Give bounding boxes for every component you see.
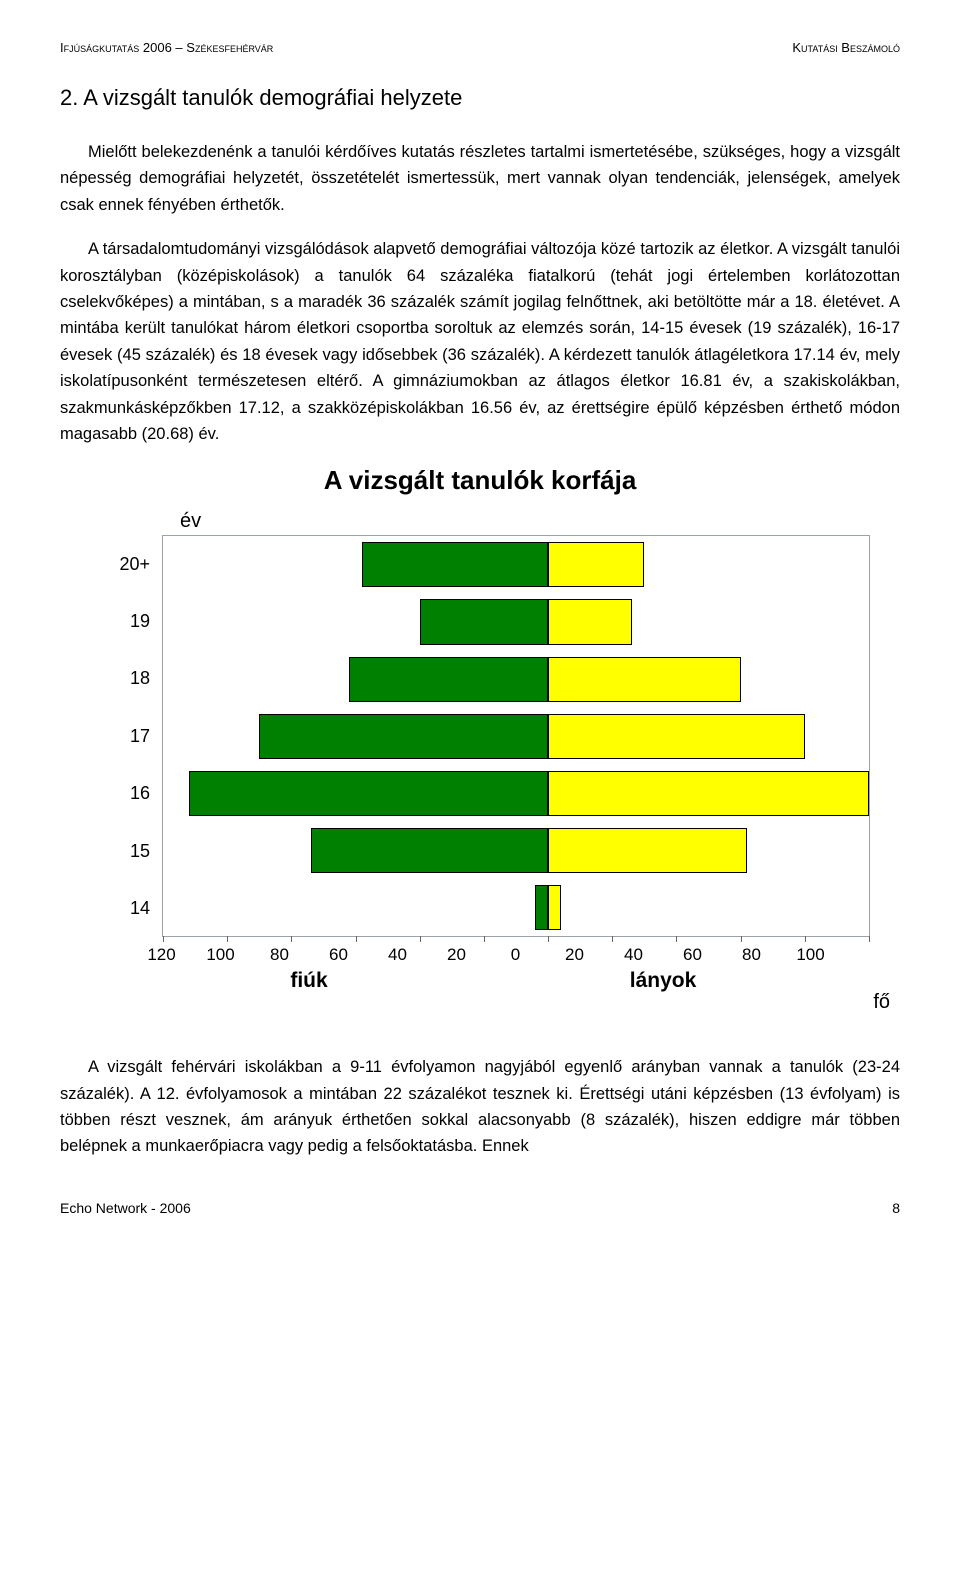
chart-row <box>163 708 869 765</box>
chart-bar-left <box>535 885 548 930</box>
chart-x-tick: 20 <box>545 945 604 965</box>
chart-y-tick: 18 <box>130 668 150 689</box>
chart-x-tick: 20 <box>427 945 486 965</box>
chart-row <box>163 822 869 879</box>
paragraph-1: Mielőtt belekezdenénk a tanulói kérdőíve… <box>60 139 900 218</box>
chart-row <box>163 765 869 822</box>
footer-page-number: 8 <box>892 1200 900 1216</box>
chart-title: A vizsgált tanulók korfája <box>60 465 900 496</box>
chart-bar-right <box>548 828 747 873</box>
chart-y-tick: 17 <box>130 726 150 747</box>
chart-plot-area <box>162 535 870 937</box>
chart-x-tick: 40 <box>604 945 663 965</box>
chart-bar-right <box>548 714 805 759</box>
chart-left-series-label: fiúk <box>132 969 486 993</box>
chart-row <box>163 536 869 593</box>
population-pyramid-chart: 20+ 19 18 17 16 15 14 <box>90 535 870 937</box>
footer-left: Echo Network - 2006 <box>60 1200 191 1216</box>
chart-x-tick: 80 <box>250 945 309 965</box>
chart-x-tick-labels: 12010080604020020406080100 <box>132 945 840 965</box>
header-right: Kutatási Beszámoló <box>792 40 900 55</box>
chart-bar-right <box>548 599 631 644</box>
chart-row <box>163 593 869 650</box>
chart-y-tick-labels: 20+ 19 18 17 16 15 14 <box>90 535 162 937</box>
chart-bar-left <box>349 657 548 702</box>
paragraph-3: A vizsgált fehérvári iskolákban a 9-11 é… <box>60 1054 900 1160</box>
chart-x-tick: 120 <box>132 945 191 965</box>
chart-series-labels: fiúk lányok <box>132 969 840 993</box>
chart-x-tick: 40 <box>368 945 427 965</box>
chart-bar-right <box>548 542 644 587</box>
chart-bar-left <box>420 599 548 644</box>
chart-x-tick: 0 <box>486 945 545 965</box>
chart-y-axis-label: év <box>180 510 900 533</box>
chart-bar-left <box>362 542 548 587</box>
chart-row <box>163 879 869 936</box>
chart-bar-left <box>189 771 548 816</box>
chart-y-tick: 16 <box>130 783 150 804</box>
paragraph-2: A társadalomtudományi vizsgálódások alap… <box>60 236 900 447</box>
chart-unit-label: fő <box>60 991 890 1014</box>
chart-x-tick: 80 <box>722 945 781 965</box>
header-left: Ifjúságkutatás 2006 – Székesfehérvár <box>60 40 273 55</box>
chart-x-tick: 100 <box>781 945 840 965</box>
chart-row <box>163 651 869 708</box>
section-title: 2. A vizsgált tanulók demográfiai helyze… <box>60 85 900 111</box>
chart-right-series-label: lányok <box>486 969 840 993</box>
chart-x-tick: 60 <box>309 945 368 965</box>
chart-bar-left <box>311 828 548 873</box>
page-footer: Echo Network - 2006 8 <box>60 1200 900 1216</box>
chart-x-tick: 60 <box>663 945 722 965</box>
chart-x-tick: 100 <box>191 945 250 965</box>
chart-y-tick: 20+ <box>119 554 150 575</box>
chart-bar-right <box>548 885 561 930</box>
chart-bar-right <box>548 657 741 702</box>
chart-bar-left <box>259 714 548 759</box>
chart-y-tick: 15 <box>130 841 150 862</box>
chart-y-tick: 19 <box>130 611 150 632</box>
chart-y-tick: 14 <box>130 898 150 919</box>
chart-bar-right <box>548 771 869 816</box>
page-header: Ifjúságkutatás 2006 – Székesfehérvár Kut… <box>60 40 900 55</box>
